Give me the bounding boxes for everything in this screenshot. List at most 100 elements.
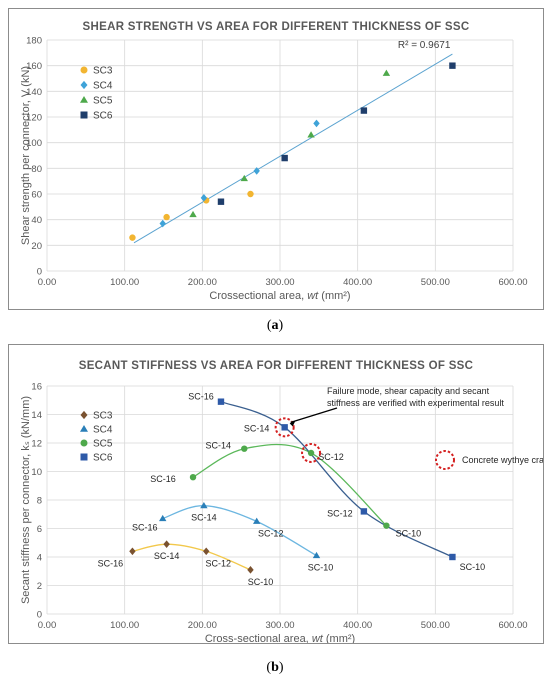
legend-label: SC5 (93, 96, 113, 107)
chart-title: SHEAR STRENGTH VS AREA FOR DIFFERENT THI… (83, 21, 470, 33)
point-label: SC-10 (460, 562, 486, 572)
x-tick-label: 0.00 (38, 277, 57, 288)
y-tick-label: 0 (37, 610, 42, 621)
series-line-sc5 (192, 443, 387, 527)
legend-label: SC3 (93, 66, 113, 77)
x-tick-label: 100.00 (110, 277, 139, 288)
highlight-circle (301, 442, 322, 463)
data-point (307, 449, 315, 457)
point-label: SC-12 (205, 558, 231, 568)
x-axis-label: Cross-sectional area, wt (mm²) (205, 633, 355, 643)
point-label: SC-14 (191, 513, 217, 523)
y-tick-label: 8 (37, 496, 42, 507)
data-point (360, 508, 368, 515)
legend-marker (80, 439, 88, 447)
data-point (247, 190, 254, 198)
y-tick-label: 10 (31, 467, 42, 478)
y-tick-label: 120 (26, 113, 42, 124)
legend-label: SC4 (93, 81, 113, 92)
data-point (307, 131, 315, 138)
data-point (383, 522, 390, 529)
series-sc4: SC-16 SC-14 SC-12 SC-10 (132, 502, 333, 573)
point-label: SC-10 (308, 563, 334, 573)
point-label: SC-10 (396, 529, 422, 539)
data-point (217, 398, 225, 405)
y-tick-label: 6 (37, 524, 42, 535)
y-tick-label: 140 (26, 87, 42, 98)
annotation-text-line2: stiffness are verified with experimental… (327, 398, 504, 408)
y-tick-label: 100 (26, 138, 42, 149)
legend-label: SC3 (93, 411, 113, 422)
data-point (159, 219, 166, 228)
series-sc5: SC-16 SC-14 SC-12 SC-10 (150, 441, 421, 539)
x-tick-label: 500.00 (421, 620, 450, 631)
data-point (247, 566, 254, 574)
series-line-sc3 (132, 543, 251, 571)
legend: SC3 SC4 SC5 SC6 (80, 66, 113, 122)
x-axis-label: Crossectional area, wt (mm²) (209, 290, 350, 302)
trendline (133, 53, 453, 244)
data-point (253, 517, 261, 524)
gridlines (46, 39, 514, 272)
data-point (163, 540, 170, 548)
data-point (189, 474, 197, 481)
legend-marker (80, 410, 88, 420)
point-label: SC-14 (244, 423, 270, 433)
point-label: SC-12 (318, 452, 344, 462)
point-label: SC-14 (154, 551, 180, 561)
x-tick-label: 400.00 (343, 620, 372, 631)
x-tick-label: 300.00 (265, 277, 294, 288)
chart-panel-b: SECANT STIFFNESS VS AREA FOR DIFFERENT T… (8, 344, 544, 644)
series-sc4 (159, 119, 320, 228)
series-sc6 (217, 62, 456, 205)
y-tick-label: 80 (31, 164, 42, 175)
series-sc3: SC-16 SC-14 SC-12 SC-10 (98, 540, 273, 587)
data-point (449, 62, 456, 69)
data-point (200, 502, 208, 509)
y-tick-label: 0 (37, 267, 42, 278)
series-line-sc6 (220, 401, 453, 558)
point-label: SC-14 (206, 441, 232, 451)
caption-b: (b) (266, 660, 284, 675)
point-label: SC-16 (150, 474, 176, 484)
data-point (217, 198, 225, 205)
legend-marker (80, 96, 88, 103)
annotation-text: Failure mode, shear capacity and secant (327, 386, 490, 396)
chart-title: SECANT STIFFNESS VS AREA FOR DIFFERENT T… (79, 360, 474, 372)
series-sc6: SC-16 SC-14 SC-12 SC-10 (188, 392, 485, 572)
data-point (382, 69, 391, 76)
x-tick-label: 600.00 (498, 277, 527, 288)
x-tick-label: 0.00 (38, 620, 57, 631)
data-point (253, 167, 260, 175)
x-tick-label: 600.00 (498, 620, 527, 631)
y-tick-label: 60 (31, 190, 42, 201)
y-tick-label: 40 (31, 215, 42, 226)
highlight-circle (274, 417, 295, 438)
y-tick-label: 180 (26, 36, 42, 47)
annotation-arrowhead (289, 420, 296, 427)
point-label: SC-16 (188, 392, 214, 402)
data-point (200, 194, 208, 202)
legend: SC3 SC4 SC5 SC6 (80, 411, 113, 464)
data-point (240, 174, 248, 182)
y-axis-label: Secant stiffness per connector, kₛ (kN/m… (20, 396, 32, 604)
data-point (313, 119, 320, 128)
point-label: SC-16 (132, 523, 158, 533)
x-tick-label: 500.00 (421, 277, 450, 288)
x-tick-label: 200.00 (188, 620, 217, 631)
y-tick-label: 20 (31, 241, 42, 252)
legend-marker (80, 425, 88, 432)
legend-marker (80, 66, 88, 74)
caption-a: (a) (266, 318, 284, 333)
data-point (241, 445, 248, 452)
data-point (449, 553, 456, 561)
y-tick-label: 16 (31, 382, 42, 393)
y-axis-label: Shear strength per connector, V (kN) (20, 66, 32, 245)
data-point (159, 514, 167, 522)
data-point (129, 234, 136, 241)
annotation-arrow (290, 407, 338, 423)
r-squared-label: R² = 0.9671 (398, 40, 451, 51)
point-label: SC-12 (258, 528, 284, 538)
data-point (360, 107, 368, 114)
data-point (163, 213, 170, 221)
